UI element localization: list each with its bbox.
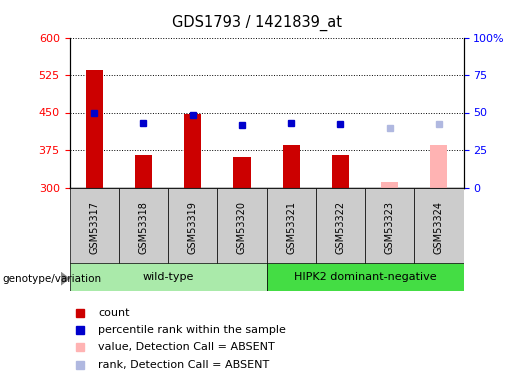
Bar bbox=[135, 155, 152, 188]
Bar bbox=[316, 188, 365, 264]
Bar bbox=[332, 155, 349, 188]
Text: GSM53324: GSM53324 bbox=[434, 201, 444, 254]
Bar bbox=[70, 263, 267, 291]
Text: HIPK2 dominant-negative: HIPK2 dominant-negative bbox=[294, 272, 436, 282]
Text: GSM53318: GSM53318 bbox=[139, 201, 148, 254]
Bar bbox=[365, 188, 414, 264]
Text: count: count bbox=[98, 308, 129, 318]
Bar bbox=[430, 145, 448, 188]
Bar bbox=[184, 114, 201, 188]
Text: value, Detection Call = ABSENT: value, Detection Call = ABSENT bbox=[98, 342, 274, 352]
Text: rank, Detection Call = ABSENT: rank, Detection Call = ABSENT bbox=[98, 360, 269, 370]
Bar bbox=[85, 70, 103, 188]
Bar bbox=[381, 182, 398, 188]
Text: GSM53319: GSM53319 bbox=[187, 201, 198, 254]
Text: percentile rank within the sample: percentile rank within the sample bbox=[98, 325, 286, 334]
Bar bbox=[168, 188, 217, 264]
Text: GDS1793 / 1421839_at: GDS1793 / 1421839_at bbox=[173, 15, 342, 31]
Bar bbox=[267, 263, 464, 291]
Text: GSM53317: GSM53317 bbox=[89, 201, 99, 254]
Bar bbox=[119, 188, 168, 264]
Polygon shape bbox=[61, 272, 70, 286]
Text: GSM53322: GSM53322 bbox=[335, 201, 346, 254]
Bar bbox=[267, 188, 316, 264]
Bar bbox=[70, 188, 119, 264]
Bar bbox=[283, 145, 300, 188]
Text: wild-type: wild-type bbox=[142, 272, 194, 282]
Bar bbox=[233, 156, 250, 188]
Bar bbox=[217, 188, 267, 264]
Text: genotype/variation: genotype/variation bbox=[3, 274, 101, 284]
Text: GSM53320: GSM53320 bbox=[237, 201, 247, 254]
Text: GSM53321: GSM53321 bbox=[286, 201, 296, 254]
Text: GSM53323: GSM53323 bbox=[385, 201, 394, 254]
Bar bbox=[414, 188, 464, 264]
